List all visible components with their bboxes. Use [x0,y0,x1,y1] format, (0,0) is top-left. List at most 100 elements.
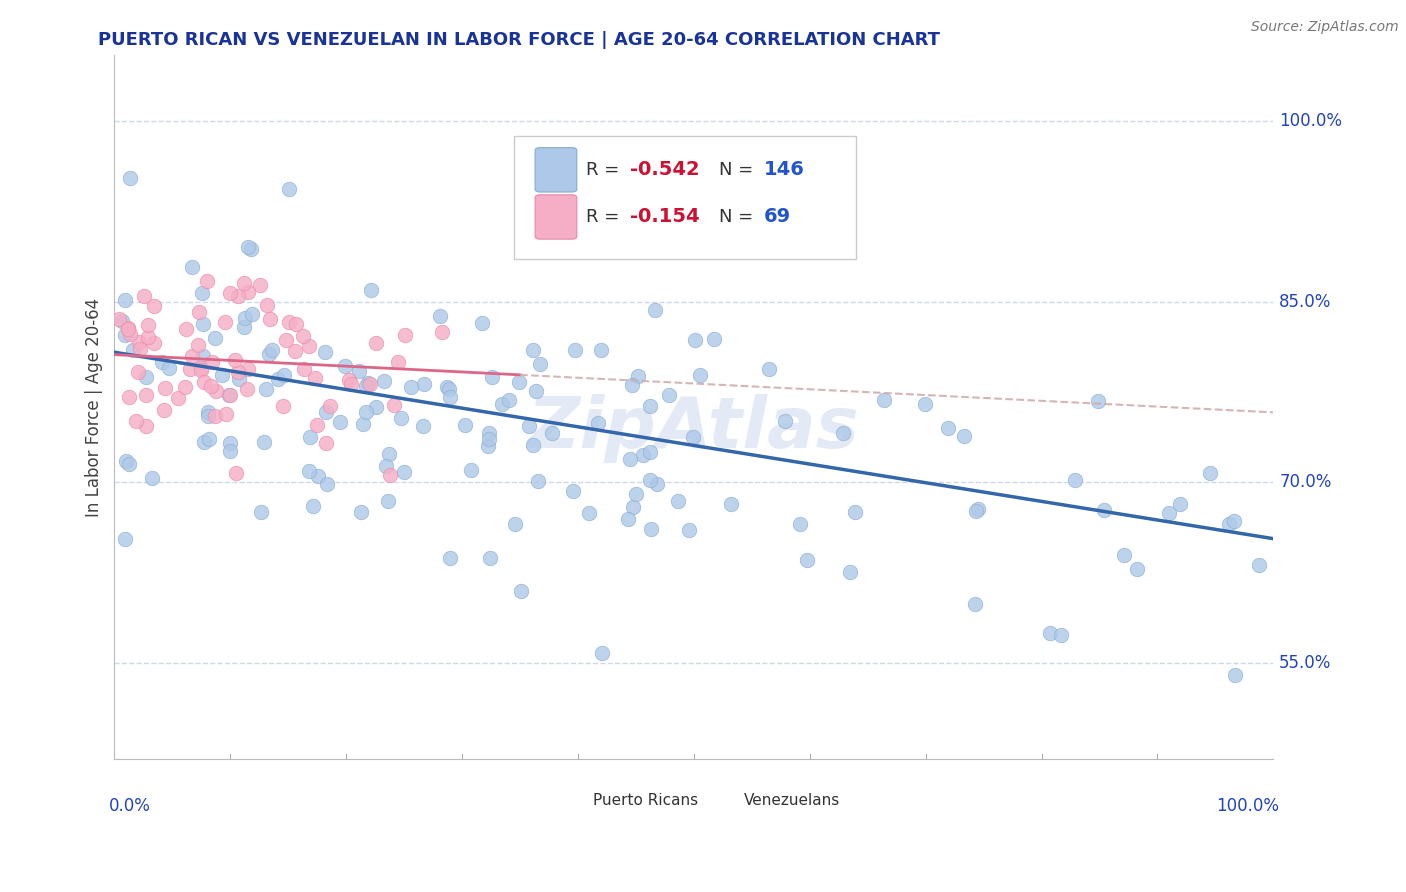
Point [373,374,395,388]
Point [658,388,681,402]
Point [439,391,461,405]
Point [640,445,662,459]
Point [153,402,176,417]
Point [117,320,139,334]
Point [236,240,259,254]
Text: 85.0%: 85.0% [1279,293,1331,310]
Point [1126,562,1149,576]
Point [640,522,662,536]
Point [120,327,142,342]
Point [508,376,530,390]
Point [179,361,201,376]
Point [1092,502,1115,516]
Point [378,447,401,461]
Point [524,384,547,398]
Point [218,387,240,401]
Point [228,372,250,386]
Point [638,399,661,413]
Point [257,346,280,360]
Point [873,392,896,407]
Point [773,414,796,428]
Point [215,407,238,421]
Point [627,369,650,384]
Point [1064,473,1087,487]
Point [187,305,209,319]
FancyBboxPatch shape [536,148,576,192]
Point [181,349,204,363]
Point [357,376,380,391]
Point [219,286,242,301]
Point [249,278,271,293]
Point [238,362,260,376]
Point [967,502,990,516]
Point [174,322,197,336]
Text: Source: ZipAtlas.com: Source: ZipAtlas.com [1251,20,1399,34]
Point [914,397,936,411]
Point [678,524,700,538]
Point [796,553,818,567]
Point [181,260,204,274]
Point [236,285,259,299]
Point [273,400,295,414]
Point [503,517,526,532]
Point [298,430,321,444]
Point [498,392,520,407]
Point [439,382,461,396]
Point [1114,549,1136,563]
Point [439,551,461,566]
Point [167,391,190,405]
Point [259,311,281,326]
Text: -0.154: -0.154 [630,208,700,227]
Point [315,405,337,419]
Point [481,370,503,384]
Text: N =: N = [720,208,754,226]
Point [239,242,262,256]
Point [150,355,173,369]
Point [1168,497,1191,511]
Point [142,336,165,351]
Point [224,353,246,368]
Point [121,343,143,358]
Point [204,384,226,399]
Point [226,365,249,379]
Point [304,371,326,385]
Point [307,468,329,483]
Point [135,388,157,402]
Point [253,435,276,450]
Point [644,302,666,317]
Text: 0.0%: 0.0% [108,797,150,815]
Point [226,289,249,303]
Point [682,430,704,444]
Point [225,466,247,480]
Point [114,454,136,468]
Point [190,361,212,376]
Point [491,397,513,411]
Point [197,405,219,419]
Point [586,416,609,430]
Point [219,436,242,450]
Point [844,505,866,519]
Point [218,388,240,402]
Point [118,457,141,471]
Point [758,361,780,376]
Point [329,415,352,429]
Point [254,382,277,396]
Point [138,329,160,343]
Text: 100.0%: 100.0% [1279,112,1343,130]
Point [333,359,356,373]
FancyBboxPatch shape [557,787,589,814]
Point [387,355,409,369]
Point [195,274,218,288]
Point [319,399,342,413]
Point [292,329,315,343]
Point [174,380,197,394]
Point [429,310,451,324]
Y-axis label: In Labor Force | Age 20-64: In Labor Force | Age 20-64 [86,297,103,516]
Text: 146: 146 [763,161,804,179]
Point [233,311,256,326]
Point [138,318,160,332]
Point [200,378,222,392]
Point [522,438,544,452]
Text: 55.0%: 55.0% [1279,654,1331,672]
Point [233,276,256,290]
